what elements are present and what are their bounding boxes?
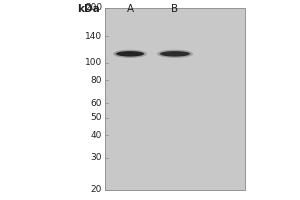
Text: 80: 80 (91, 76, 102, 85)
Text: 20: 20 (91, 186, 102, 194)
Text: 50: 50 (91, 113, 102, 122)
Text: 30: 30 (91, 153, 102, 162)
Ellipse shape (157, 50, 193, 58)
Text: 140: 140 (85, 32, 102, 41)
Ellipse shape (116, 51, 144, 57)
Text: 200: 200 (85, 3, 102, 12)
Ellipse shape (160, 51, 190, 57)
Text: A: A (126, 4, 134, 14)
Ellipse shape (113, 50, 147, 58)
Text: 40: 40 (91, 131, 102, 140)
Text: kDa: kDa (77, 4, 100, 14)
Text: 60: 60 (91, 99, 102, 108)
Text: 100: 100 (85, 58, 102, 67)
Bar (105, 8, 245, 190)
Text: B: B (171, 4, 178, 14)
